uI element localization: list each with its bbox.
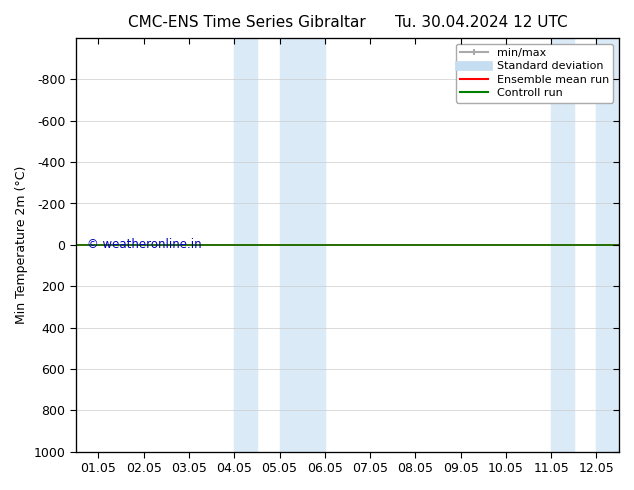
Y-axis label: Min Temperature 2m (°C): Min Temperature 2m (°C) xyxy=(15,166,28,324)
Bar xyxy=(235,38,257,452)
Legend: min/max, Standard deviation, Ensemble mean run, Controll run: min/max, Standard deviation, Ensemble me… xyxy=(456,44,614,102)
Bar xyxy=(280,38,325,452)
Bar xyxy=(597,38,619,452)
Text: © weatheronline.in: © weatheronline.in xyxy=(87,238,202,251)
Title: CMC-ENS Time Series Gibraltar      Tu. 30.04.2024 12 UTC: CMC-ENS Time Series Gibraltar Tu. 30.04.… xyxy=(127,15,567,30)
Bar xyxy=(551,38,574,452)
